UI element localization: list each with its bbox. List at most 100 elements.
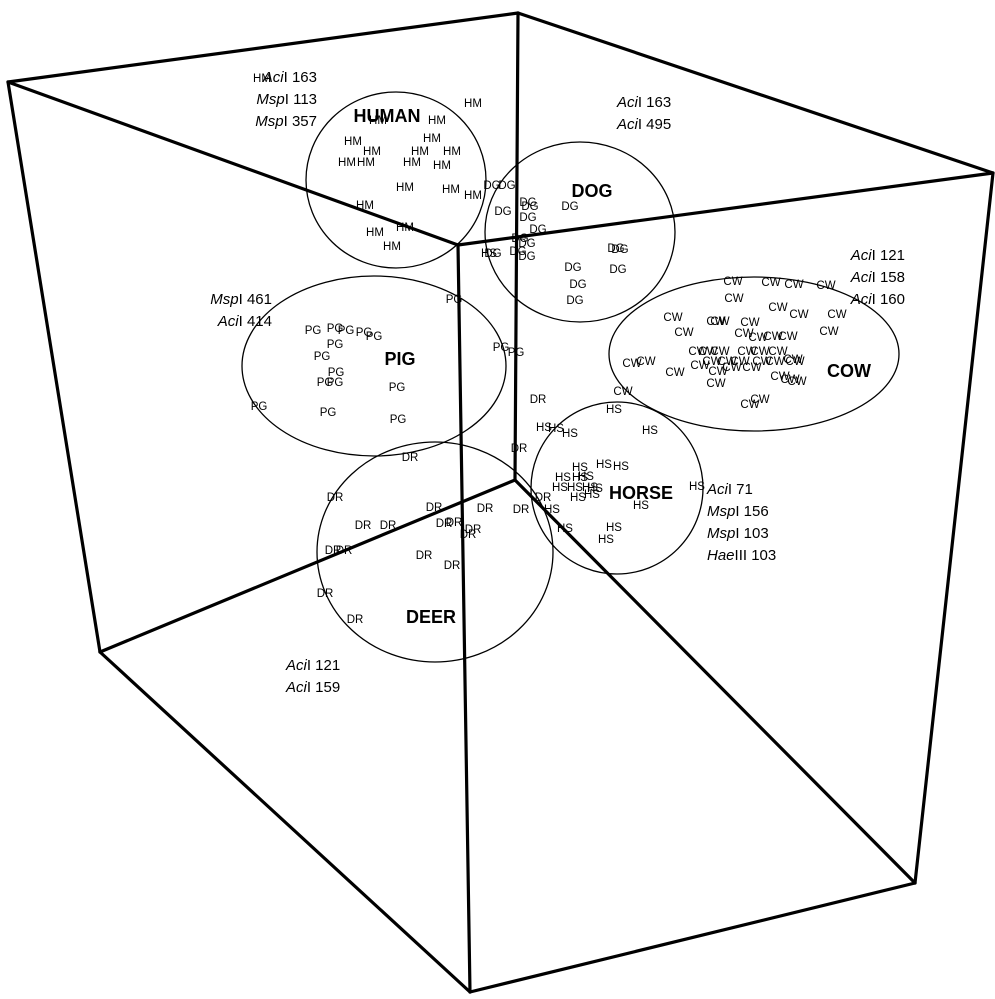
cluster-ellipse-pig [241,275,507,457]
enzyme-annotations: AciI 163 MspI 113 MspI 357 AciI 163 AciI 495… [210,69,905,696]
point-deer-10: DR [446,517,463,529]
cluster-ellipses [241,91,900,663]
point-deer-1: DR [402,452,419,464]
point-human-16: HM [356,200,374,212]
point-human-11: HM [403,157,421,169]
point-cow-28: CW [702,356,721,368]
point-cow-39: CW [706,378,725,390]
point-deer-13: DR [325,545,342,557]
point-cow-40: CW [780,374,799,386]
point-horse-8: HS [572,472,588,484]
point-horse-19: HS [598,534,614,546]
point-pig-7: PG [314,351,331,363]
point-cow-33: CW [785,356,804,368]
point-dog-1: DG [498,180,515,192]
point-deer-9: DR [436,518,453,530]
point-dog-15: DG [564,262,581,274]
point-dog-14: DG [607,243,624,255]
point-human-1: HM [464,98,482,110]
point-dog-2: DG [519,197,536,209]
cluster-ellipse-human [305,91,487,269]
annotation-cow-2: AciI 160 [850,291,905,308]
point-cow-34: CW [708,366,727,378]
point-deer-6: DR [513,504,530,516]
point-cow-38: CW [787,376,806,388]
point-cow-43: CW [740,399,759,411]
point-cow-26: CW [665,367,684,379]
point-horse-18: HS [606,522,622,534]
point-cow-25: CW [636,356,655,368]
point-pig-14: PG [390,414,407,426]
point-deer-7: DR [355,520,372,532]
point-horse-17: HS [557,523,573,535]
point-cow-23: CW [768,346,787,358]
cluster-label-dog: DOG [571,181,612,201]
cube-edge-9 [513,11,520,482]
cube-edge-10 [98,478,517,654]
point-human-7: HM [411,146,429,158]
point-cow-8: CW [663,312,682,324]
cluster-ellipse-dog [484,141,676,323]
point-pig-11: PG [251,401,268,413]
cube-frame [6,11,995,994]
point-deer-19: DR [460,529,477,541]
point-cow-3: CW [816,280,835,292]
point-deer-18: DR [535,492,552,504]
annotation-horse-0: AciI 71 [706,481,753,498]
point-cow-22: CW [750,346,769,358]
point-human-12: HM [433,160,451,172]
point-horse-22: HS [555,472,571,484]
cluster-label-human: HUMAN [354,106,421,126]
point-cow-21: CW [737,346,756,358]
cube-edge-11 [513,478,917,885]
point-cow-16: CW [763,331,782,343]
point-dog-6: DG [519,212,536,224]
point-cow-9: CW [674,327,693,339]
point-pig-2: PG [327,323,344,335]
point-human-15: HM [464,190,482,202]
point-pig-3: PG [338,325,355,337]
point-human-3: HM [428,115,446,127]
cluster-ellipse-cow [608,276,900,432]
point-horse-6: HS [596,459,612,471]
point-dog-9: DG [484,248,501,260]
point-cow-11: CW [740,317,759,329]
point-cow-13: CW [819,326,838,338]
cluster-label-cow: COW [827,361,871,381]
cube-edge-3 [468,881,917,994]
point-cow-36: CW [742,362,761,374]
point-horse-11: HS [582,482,598,494]
point-human-18: HM [366,227,384,239]
annotation-cow-0: AciI 121 [850,247,905,264]
cube-edge-8 [456,243,472,994]
point-cow-12: CW [827,309,846,321]
point-horse-15: HS [689,481,705,493]
cluster-label-horse: HORSE [609,483,673,503]
point-cow-0: CW [723,276,742,288]
point-human-8: HM [443,146,461,158]
annotation-cow-1: AciI 158 [850,269,905,286]
point-horse-3: HS [548,423,564,435]
point-horse-4: HS [562,428,578,440]
point-cow-24: CW [622,358,641,370]
point-horse-2: HS [536,422,552,434]
point-pig-13: PG [389,382,406,394]
point-dog-12: DG [518,251,535,263]
annotation-pig-0: MspI 461 [210,291,272,308]
point-deer-2: DR [511,443,528,455]
point-cow-1: CW [761,277,780,289]
point-horse-14: HS [584,489,600,501]
annotation-pig-1: AciI 414 [217,313,272,330]
point-pig-16: PG [508,347,525,359]
point-cow-35: CW [722,362,741,374]
point-human-2: HM [369,115,387,127]
annotation-dog-0: AciI 163 [616,94,671,111]
point-pig-9: PG [317,377,334,389]
point-deer-3: DR [327,492,344,504]
annotation-human-0: AciI 163 [262,69,317,86]
point-cow-41: CW [783,354,802,366]
point-pig-10: PG [327,377,344,389]
point-cow-29: CW [717,356,736,368]
